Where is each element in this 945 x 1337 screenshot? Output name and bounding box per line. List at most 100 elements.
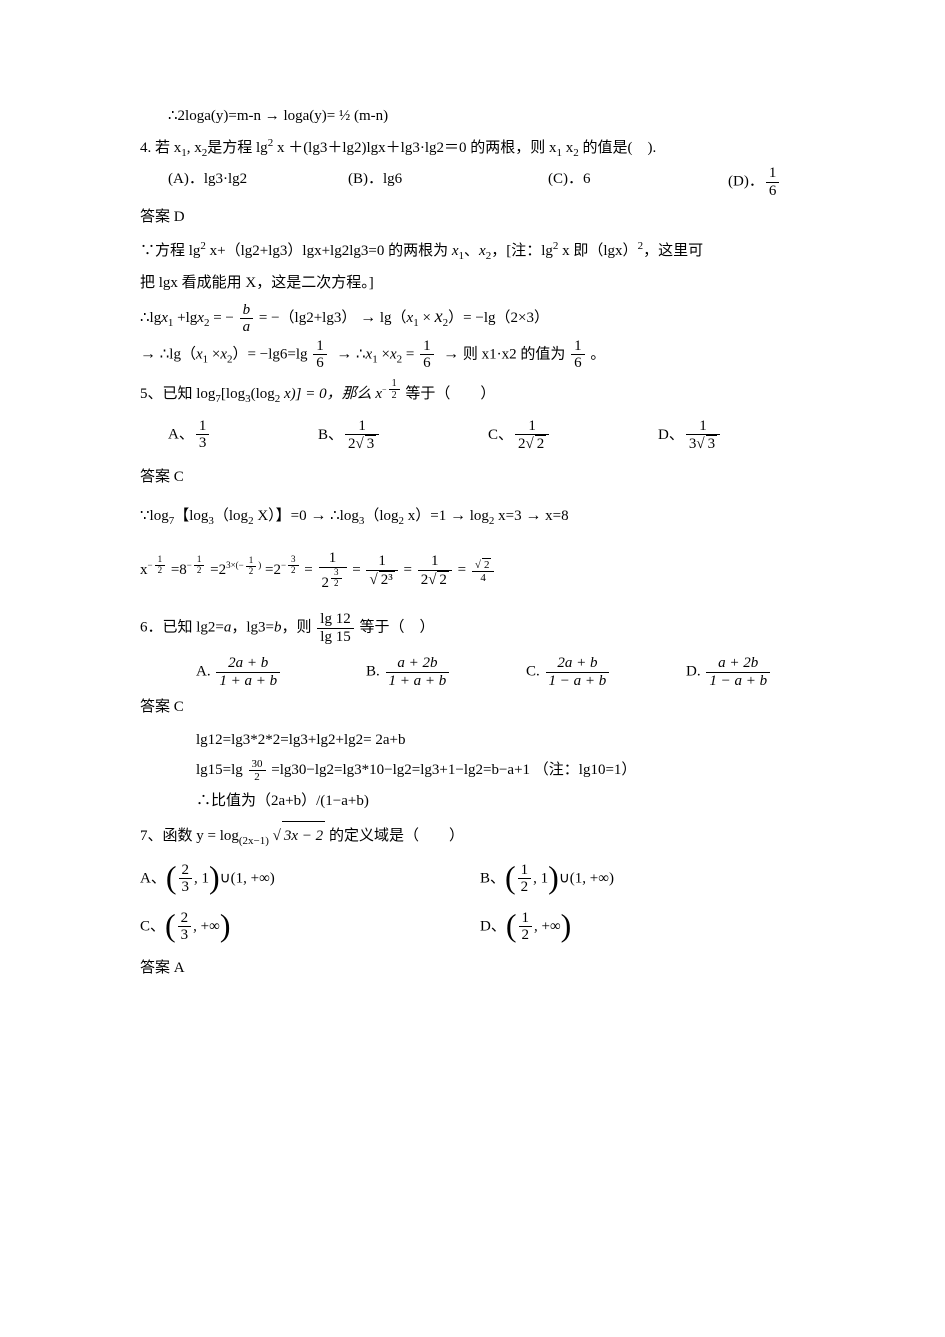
text: = <box>402 346 418 362</box>
q4-opt-d: (D)．16 <box>728 165 781 199</box>
numerator: 1 <box>686 418 720 435</box>
var: b <box>274 620 282 636</box>
fraction: 12 <box>518 862 532 896</box>
arrow-icon: → <box>443 345 459 362</box>
fraction: 16 <box>766 165 780 199</box>
text: 。 <box>587 346 606 362</box>
text: ∪(1, +∞) <box>220 870 275 886</box>
radicand: 3x − 2 <box>282 821 325 851</box>
derivation-line: ∴2loga(y)=m-n → loga(y)= ½ (m-n) <box>140 102 825 131</box>
text: 2 <box>421 572 429 588</box>
text: x <box>562 140 573 156</box>
arrow-icon: → <box>140 345 156 362</box>
text: 2 <box>348 436 356 452</box>
numerator: 30 <box>249 758 266 770</box>
numerator: 1 <box>420 338 434 355</box>
sup: −12 <box>148 559 168 571</box>
sup: −12 <box>187 559 207 571</box>
fraction: 16 <box>571 338 585 372</box>
q4-stem: 4. 若 x1, x2是方程 lg2 x ＋(lg3＋lg2)lgx＋lg3·l… <box>140 133 825 164</box>
text: , +∞ <box>193 918 220 934</box>
text: , 1 <box>194 870 209 886</box>
denominator: √2³ <box>366 570 397 589</box>
var: x <box>197 310 204 326</box>
text: lg15=lg <box>196 762 247 778</box>
numerator: 1 <box>518 862 532 879</box>
text: x 即（lgx） <box>558 243 637 259</box>
fraction: 12 <box>246 556 257 577</box>
denominator: 1 + a + b <box>216 672 280 690</box>
text: C、 <box>488 427 513 443</box>
text: = <box>301 562 317 578</box>
q7-options-row1: A、(23, 1)∪(1, +∞) B、(12, 1)∪(1, +∞) <box>140 862 825 896</box>
fraction: a + 2b1 − a + b <box>706 655 770 689</box>
fraction: 302 <box>249 758 266 783</box>
q4-sol-2: ∴lgx1 +lgx2 = − ba = −（lg2+lg3） → lg（x1 … <box>140 299 825 336</box>
denominator: 2√2 <box>515 434 549 453</box>
text: 3×(− <box>226 560 244 570</box>
fraction: 12√3 <box>345 418 379 453</box>
radicand: 2 <box>482 558 492 571</box>
text: 等于（ ） <box>402 386 496 402</box>
fraction: 1√2³ <box>366 553 397 588</box>
q7-options-row2: C、(23, +∞) D、(12, +∞) <box>140 910 825 944</box>
text: C. <box>526 664 544 680</box>
fraction: 2a + b1 − a + b <box>546 655 610 689</box>
numerator: 1 <box>194 555 205 565</box>
sup: −12 <box>382 383 402 395</box>
text: 【log <box>174 508 208 524</box>
denominator: 2 <box>331 578 342 589</box>
text: × <box>208 346 220 362</box>
text: , +∞ <box>534 918 561 934</box>
denominator: 3√3 <box>686 434 720 453</box>
denominator: 2 <box>155 565 166 576</box>
text: x=8 <box>541 508 568 524</box>
numerator: 1 <box>389 378 400 389</box>
text: 2 <box>322 575 330 591</box>
text: 的值是( ). <box>579 140 657 156</box>
denominator: 2√2 <box>418 570 452 589</box>
text: ，lg3= <box>231 620 274 636</box>
fraction: 12√2 <box>515 418 549 453</box>
fraction: 12 <box>155 555 166 576</box>
numerator: b <box>240 302 254 319</box>
q4-sol-3: → ∴lg（x1 ×x2）= −lg6=lg 16 → ∴x1 ×x2 = 16… <box>140 338 825 372</box>
q4-opt-c: (C)．6 <box>548 165 728 199</box>
text: B、 <box>480 870 505 886</box>
denominator: lg 15 <box>317 628 353 646</box>
text: 7、函数 y = log <box>140 828 239 844</box>
text: =8 <box>167 562 187 578</box>
arrow-icon: → <box>360 309 376 326</box>
numerator: 1 <box>366 553 397 570</box>
text: 则 x1·x2 的值为 <box>463 346 569 362</box>
numerator: a + 2b <box>706 655 770 672</box>
q7-answer: 答案 A <box>140 954 825 983</box>
text: 3 <box>689 436 697 452</box>
fraction: ba <box>240 302 254 336</box>
q5-stem: 5、已知 log7[log3(log2 x)] = 0，那么 x−12 等于（ … <box>140 378 825 410</box>
q4-sol-1b: 把 lgx 看成能用 X，这是二次方程。] <box>140 269 825 298</box>
text: x=3 <box>494 508 525 524</box>
q6-stem: 6．已知 lg2=a，lg3=b，则 lg 12lg 15 等于（ ） <box>140 611 825 645</box>
radicand: 2 <box>437 571 449 589</box>
text: ，则 <box>282 620 316 636</box>
denominator: 2 <box>519 926 533 944</box>
q6-sol-3: ∴比值为（2a+b）/(1−a+b) <box>140 787 825 816</box>
numerator: 1 <box>418 553 452 570</box>
q5-opt-b: B、12√3 <box>318 418 488 453</box>
text: ∴log <box>326 508 358 524</box>
var: x <box>161 310 168 326</box>
text: X）】=0 <box>254 508 311 524</box>
denominator: 2 <box>288 565 299 576</box>
denominator: 6 <box>766 182 780 200</box>
text: D. <box>686 664 704 680</box>
q6-options: A. 2a + b1 + a + b B. a + 2b1 + a + b C.… <box>140 655 825 689</box>
text: =2 <box>261 562 281 578</box>
denominator: 3 <box>179 878 193 896</box>
q5-opt-c: C、12√2 <box>488 418 658 453</box>
q6-opt-d: D. a + 2b1 − a + b <box>686 655 772 689</box>
text: = −（lg2+lg3） <box>255 310 356 326</box>
text: ，这里可 <box>643 243 703 259</box>
var: x <box>479 243 486 259</box>
text: D、 <box>480 918 506 934</box>
